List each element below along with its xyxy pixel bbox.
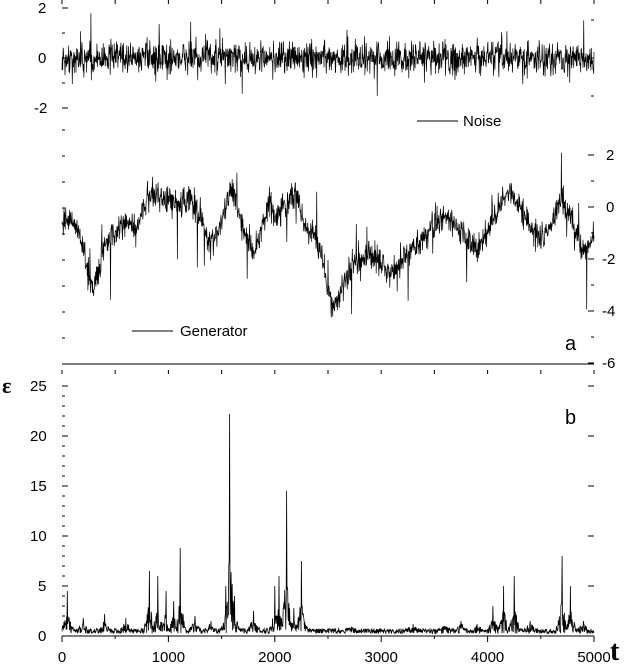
panel-b-letter: b <box>565 407 576 429</box>
panel-a-right-ticks: 2 0 -2 -4 -6 <box>588 19 615 372</box>
y-tick-label: 25 <box>30 378 47 395</box>
panel-b-x-ticks: 0 1000 2000 3000 4000 5000 <box>58 636 611 664</box>
y-tick-label: 10 <box>30 528 47 545</box>
noise-series-line <box>61 13 595 96</box>
y-tick-label: 15 <box>30 478 47 495</box>
noise-legend: Noise <box>417 113 501 130</box>
x-tick-label: 1000 <box>152 649 185 664</box>
generator-tick-label: 2 <box>606 147 614 164</box>
panel-b: 0 5 10 15 20 25 0 1000 2000 3000 4000 5000 b ε t <box>2 370 620 664</box>
y-tick-label: 5 <box>38 578 46 595</box>
generator-tick-label: -4 <box>602 303 615 320</box>
panel-b-y-ticks: 0 5 10 15 20 25 <box>30 378 68 645</box>
panel-a-letter: a <box>565 333 577 355</box>
x-tick-label: 0 <box>58 649 66 664</box>
y-tick-label: 0 <box>38 628 46 645</box>
panel-b-top-ticks <box>61 370 595 374</box>
panel-a-left-ticks: 2 0 -2 <box>34 0 68 339</box>
noise-tick-label: 0 <box>38 50 46 67</box>
generator-tick-label: -6 <box>602 355 615 372</box>
noise-tick-label: 2 <box>38 0 46 17</box>
y-axis-label: ε <box>2 373 11 398</box>
panel-b-right-ticks <box>588 385 594 637</box>
y-tick-label: 20 <box>30 428 47 445</box>
generator-series-line <box>61 152 595 318</box>
noise-legend-label: Noise <box>463 113 501 130</box>
panel-a-top-ticks <box>61 0 595 4</box>
x-tick-label: 3000 <box>365 649 398 664</box>
x-axis-label: t <box>610 636 620 664</box>
x-tick-label: 4000 <box>471 649 504 664</box>
panel-a: 2 0 -2 2 0 -2 -4 -6 Noise Generator a <box>34 0 615 372</box>
generator-legend: Generator <box>132 323 248 340</box>
generator-legend-label: Generator <box>180 323 248 340</box>
generator-tick-label: 0 <box>606 199 614 216</box>
epsilon-series-line <box>61 413 595 635</box>
noise-tick-label: -2 <box>34 100 47 117</box>
x-tick-label: 2000 <box>258 649 291 664</box>
generator-tick-label: -2 <box>602 251 615 268</box>
x-tick-label: 5000 <box>577 649 610 664</box>
